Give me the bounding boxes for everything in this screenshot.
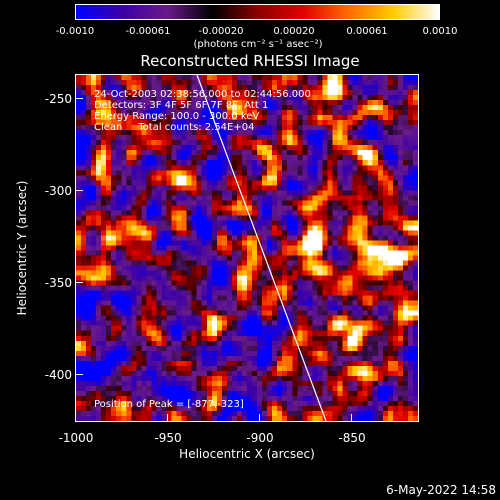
colorbar-tick-label: -0.00061 [125, 26, 171, 37]
colorbar-tick-label: 0.00020 [273, 26, 315, 37]
colorbar-units: (photons cm⁻² s⁻¹ asec⁻²) [193, 39, 323, 50]
y-tick-label: -250 [44, 92, 72, 106]
colorbar-tick-label: 0.0010 [422, 26, 458, 37]
y-tick [75, 190, 83, 191]
x-tick [259, 414, 260, 422]
y-tick-label: -300 [44, 184, 72, 198]
info-peak-position: Position of Peak = [-877,-323] [94, 399, 244, 410]
date-stamp: 6-May-2022 14:58 [386, 483, 496, 497]
solar-limb-line [196, 75, 327, 421]
x-tick [75, 414, 76, 422]
colorbar-tick-label: -0.0010 [55, 26, 95, 37]
info-energy-range: Energy Range: 100.0 - 300.0 keV [94, 111, 260, 122]
info-total-counts: Clean Total counts: 2.54E+04 [94, 122, 255, 133]
plot-title: Reconstructed RHESSI Image [140, 52, 360, 70]
y-tick [75, 374, 83, 375]
x-axis-label: Heliocentric X (arcsec) [179, 447, 315, 461]
x-tick-label: -850 [338, 431, 366, 445]
y-tick [75, 98, 83, 99]
info-detectors: Detectors: 3F 4F 5F 6F 7F 8F, Att 1 [94, 100, 269, 111]
x-tick [167, 414, 168, 422]
y-axis-label: Heliocentric Y (arcsec) [15, 180, 29, 316]
info-time-range: 24-Oct-2003 02:38:56.000 to 02:44:56.000 [94, 89, 311, 100]
x-tick-label: -1000 [58, 431, 94, 445]
image-plot: 24-Oct-2003 02:38:56.000 to 02:44:56.000… [75, 74, 419, 422]
colorbar-tick-label: -0.00020 [198, 26, 244, 37]
y-tick [75, 282, 83, 283]
y-tick-label: -350 [44, 276, 72, 290]
colorbar [75, 4, 440, 20]
x-tick-label: -900 [246, 431, 274, 445]
colorbar-tick-label: 0.00061 [346, 26, 388, 37]
rhessi-image-map [76, 75, 418, 421]
x-tick-label: -950 [154, 431, 182, 445]
y-tick-label: -400 [44, 368, 72, 382]
x-tick [351, 414, 352, 422]
